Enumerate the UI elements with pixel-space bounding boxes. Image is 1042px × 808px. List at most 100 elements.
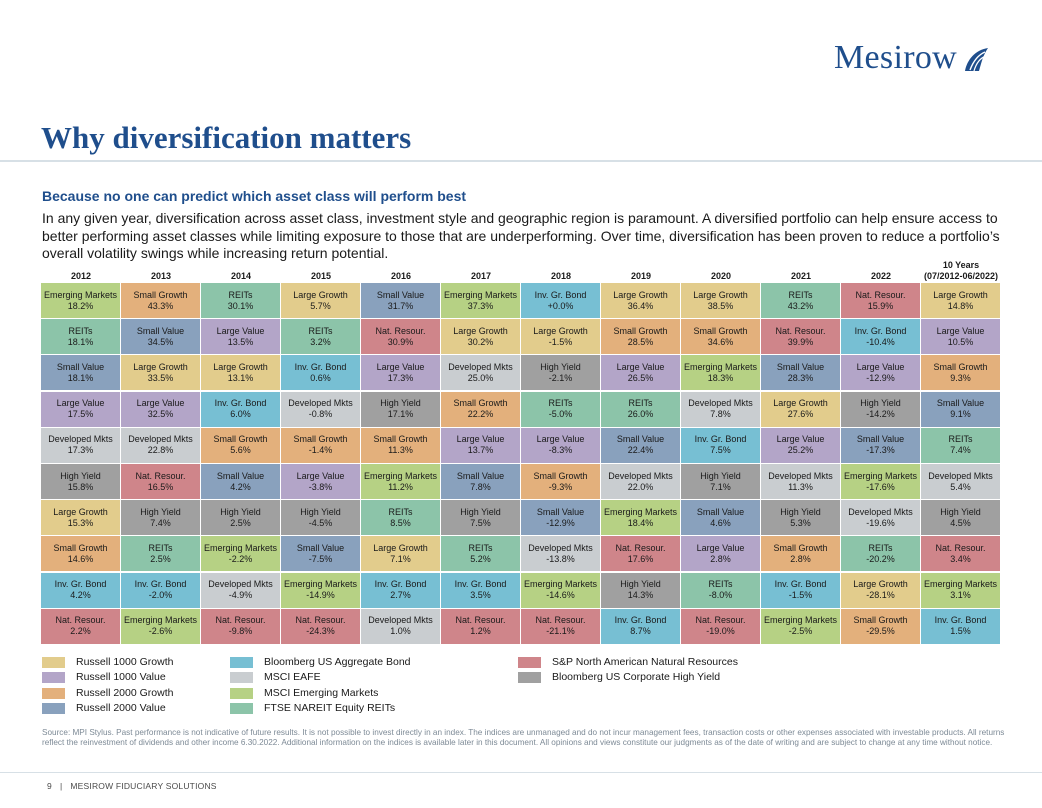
cell-asset-name: Nat. Resour.: [695, 615, 746, 626]
quilt-cell: High Yield 7.5%: [441, 500, 520, 536]
quilt-cell: Nat. Resour. 17.6%: [601, 536, 680, 572]
cell-asset-name: Nat. Resour.: [55, 615, 106, 626]
cell-asset-name: Inv. Gr. Bond: [294, 361, 347, 372]
quilt-cell: Small Value -17.3%: [841, 427, 920, 463]
cell-asset-name: High Yield: [700, 470, 741, 481]
cell-return-value: 18.3%: [707, 372, 734, 383]
quilt-cell: Large Value -12.9%: [841, 355, 920, 391]
cell-return-value: 31.7%: [387, 300, 414, 311]
cell-asset-name: Small Growth: [693, 325, 748, 336]
quilt-cell: Nat. Resour. -19.0%: [681, 608, 760, 644]
quilt-cell: Inv. Gr. Bond -2.0%: [121, 572, 200, 608]
cell-asset-name: REITs: [228, 289, 253, 300]
cell-asset-name: Nat. Resour.: [855, 289, 906, 300]
legend-swatch: [42, 671, 65, 683]
quilt-cell: Large Growth 27.6%: [761, 391, 840, 427]
quilt-cell: Emerging Markets -2.2%: [201, 536, 280, 572]
quilt-cell: Emerging Markets 3.1%: [921, 572, 1000, 608]
cell-return-value: 30.2%: [467, 336, 494, 347]
page-title: Why diversification matters: [41, 120, 412, 155]
cell-return-value: 5.3%: [790, 517, 811, 528]
quilt-cell: Small Growth -9.3%: [521, 464, 600, 499]
legend-item: MSCI EAFE: [230, 671, 321, 683]
cell-return-value: 9.3%: [950, 372, 971, 383]
quilt-cell: Large Growth 7.1%: [361, 536, 440, 572]
cell-return-value: 4.2%: [70, 590, 91, 601]
quilt-cell: Small Value 28.3%: [761, 355, 840, 391]
cell-asset-name: Small Growth: [53, 542, 108, 553]
cell-asset-name: High Yield: [860, 398, 901, 409]
quilt-cell: High Yield -14.2%: [841, 391, 920, 427]
quilt-cell: Inv. Gr. Bond 0.6%: [281, 355, 360, 391]
cell-asset-name: Emerging Markets: [123, 615, 198, 626]
column-header: 2018: [521, 271, 601, 281]
cell-return-value: -19.6%: [866, 517, 895, 528]
legend-item: Bloomberg US Corporate High Yield: [518, 671, 720, 683]
quilt-cell: Small Growth 43.3%: [121, 283, 200, 318]
cell-asset-name: Inv. Gr. Bond: [54, 579, 107, 590]
cell-return-value: 3.5%: [470, 590, 491, 601]
legend-item: Bloomberg US Aggregate Bond: [230, 656, 411, 668]
quilt-cell: Large Value 10.5%: [921, 319, 1000, 355]
cell-asset-name: Small Value: [456, 470, 505, 481]
cell-asset-name: Nat. Resour.: [215, 615, 266, 626]
cell-return-value: -2.0%: [148, 590, 173, 601]
cell-asset-name: Large Value: [776, 434, 825, 445]
cell-return-value: 0.6%: [310, 372, 331, 383]
legend-label: Bloomberg US Corporate High Yield: [552, 671, 721, 683]
cell-return-value: 11.2%: [388, 481, 413, 492]
quilt-cell: Emerging Markets -17.6%: [841, 464, 920, 499]
quilt-cell: Inv. Gr. Bond -10.4%: [841, 319, 920, 355]
column-header-label: 2017: [470, 271, 492, 281]
cell-asset-name: Inv. Gr. Bond: [934, 615, 987, 626]
cell-return-value: -14.9%: [306, 590, 335, 601]
quilt-cell: Nat. Resour. -24.3%: [281, 608, 360, 644]
cell-asset-name: Inv. Gr. Bond: [134, 579, 187, 590]
cell-asset-name: Large Value: [456, 434, 505, 445]
cell-return-value: 28.3%: [787, 372, 814, 383]
quilt-cell: Developed Mkts 5.4%: [921, 464, 1000, 499]
column-header-label: 2013: [150, 271, 172, 281]
cell-return-value: -7.5%: [308, 553, 333, 564]
cell-asset-name: Large Value: [376, 361, 425, 372]
cell-return-value: -9.8%: [228, 626, 253, 637]
quilt-cell: Developed Mkts 17.3%: [41, 427, 120, 463]
legend-swatch: [518, 656, 541, 668]
column-header-label: 2019: [630, 271, 652, 281]
cell-asset-name: Large Value: [856, 361, 905, 372]
quilt-cell: REITs 2.5%: [121, 536, 200, 572]
cell-asset-name: Large Value: [536, 434, 585, 445]
cell-asset-name: Developed Mkts: [448, 361, 513, 372]
quilt-cell: High Yield -2.1%: [521, 355, 600, 391]
cell-return-value: 2.7%: [390, 590, 411, 601]
quilt-cell: Nat. Resour. 39.9%: [761, 319, 840, 355]
cell-return-value: 27.6%: [787, 409, 814, 420]
cell-asset-name: Nat. Resour.: [375, 325, 426, 336]
cell-asset-name: Large Value: [616, 361, 665, 372]
cell-return-value: 33.5%: [147, 372, 174, 383]
cell-asset-name: REITs: [868, 542, 893, 553]
cell-asset-name: Small Value: [776, 361, 825, 372]
quilt-cell: Small Value 18.1%: [41, 355, 120, 391]
cell-asset-name: Emerging Markets: [203, 542, 278, 553]
page-subtitle: Because no one can predict which asset c…: [42, 188, 467, 204]
cell-asset-name: Developed Mkts: [608, 470, 673, 481]
cell-asset-name: Small Value: [376, 289, 425, 300]
intro-paragraph: In any given year, diversification acros…: [42, 210, 1000, 261]
cell-return-value: -29.5%: [866, 626, 895, 637]
cell-return-value: -20.2%: [866, 553, 895, 564]
cell-asset-name: High Yield: [140, 506, 181, 517]
cell-asset-name: Nat. Resour.: [455, 615, 506, 626]
cell-return-value: 36.4%: [627, 300, 654, 311]
cell-return-value: -19.0%: [706, 626, 735, 637]
cell-return-value: 13.1%: [227, 372, 254, 383]
quilt-cell: Nat. Resour. 30.9%: [361, 319, 440, 355]
quilt-cell: Inv. Gr. Bond 2.7%: [361, 572, 440, 608]
legend-label: Russell 1000 Growth: [76, 656, 174, 668]
legend-item: MSCI Emerging Markets: [230, 687, 378, 699]
cell-return-value: 5.7%: [310, 300, 331, 311]
cell-return-value: -5.0%: [548, 409, 573, 420]
cell-return-value: 39.9%: [787, 336, 814, 347]
column-header-label: 2016: [390, 271, 412, 281]
cell-asset-name: High Yield: [380, 398, 421, 409]
